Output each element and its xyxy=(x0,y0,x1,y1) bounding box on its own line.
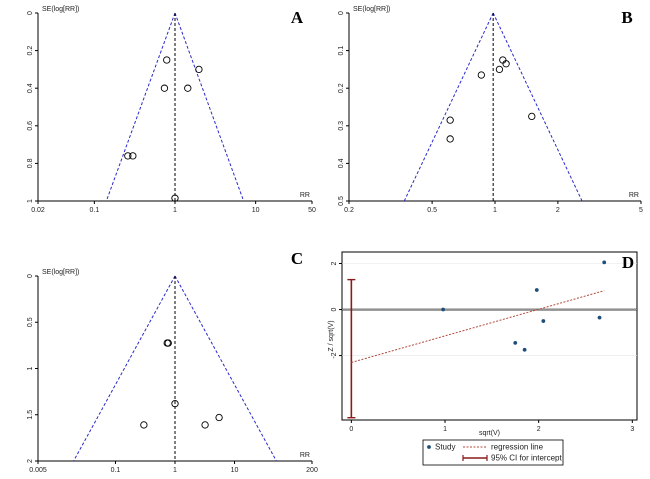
funnel-left-limit xyxy=(73,275,176,462)
y-tick-label: 2 xyxy=(331,261,338,265)
study-marker xyxy=(129,152,137,160)
x-tick-label: 10 xyxy=(231,467,239,474)
panel-letter: C xyxy=(291,249,303,268)
x-axis-title: RR xyxy=(300,192,310,199)
study-marker xyxy=(171,194,179,202)
funnel-left-limit xyxy=(403,12,494,202)
study-marker xyxy=(124,152,132,160)
y-tick-label: 0.2 xyxy=(27,46,34,56)
x-tick-label: 0.1 xyxy=(111,467,121,474)
funnel-right-limit xyxy=(492,12,583,202)
study-marker xyxy=(201,421,209,429)
funnel-left-limit xyxy=(105,12,176,202)
study-marker xyxy=(184,84,192,92)
study-marker xyxy=(446,116,454,124)
y-axis-title: SE(log[RR]) xyxy=(353,6,390,13)
y-tick-label: 0 xyxy=(27,11,34,15)
y-tick-label: 0.5 xyxy=(27,317,34,327)
study-point xyxy=(441,307,446,312)
x-tick-label: 0 xyxy=(349,426,353,433)
x-tick-label: 2 xyxy=(537,426,541,433)
y-tick-label: 0.4 xyxy=(27,83,34,93)
study-marker xyxy=(502,60,510,68)
panel-letter: B xyxy=(621,8,632,27)
panel-c: 0 0.5 1 1.5 2 0.005 0.1 1 10 200 SE(log[RR]) RR C xyxy=(27,249,318,474)
x-tick-label: 1 xyxy=(493,207,497,214)
study-point xyxy=(541,319,546,323)
study-marker xyxy=(160,84,169,92)
y-tick-label: 0.8 xyxy=(27,158,34,168)
panel-letter: D xyxy=(622,253,634,272)
study-marker xyxy=(163,56,171,64)
y-tick-label: 0.4 xyxy=(338,158,345,168)
y-tick-label: 2 xyxy=(27,459,34,463)
panel-letter: A xyxy=(291,8,304,27)
x-tick-label: 0.1 xyxy=(89,207,99,214)
x-tick-label: 200 xyxy=(306,467,318,474)
y-tick-label: 0.6 xyxy=(27,121,34,131)
x-tick-label: 0.5 xyxy=(427,207,437,214)
x-tick-label: 1 xyxy=(443,426,447,433)
study-point xyxy=(602,260,607,265)
funnel-right-limit xyxy=(174,12,245,202)
x-tick-label: 10 xyxy=(252,207,260,214)
y-axis-title: Z / sqrt(V) xyxy=(328,320,335,351)
x-tick-label: 0.005 xyxy=(29,467,47,474)
y-tick-label: 0.2 xyxy=(338,83,345,93)
legend-ci-label: 95% CI for intercept xyxy=(491,454,562,463)
study-marker xyxy=(477,71,485,79)
x-axis-title: sqrt(V) xyxy=(479,430,500,437)
y-tick-label: 0.3 xyxy=(338,121,345,131)
study-marker xyxy=(164,339,172,347)
legend-regression-label: regression line xyxy=(491,443,544,452)
y-tick-label: 0.5 xyxy=(338,196,345,206)
y-tick-label: 0.1 xyxy=(338,46,345,56)
study-marker xyxy=(215,413,223,422)
x-tick-label: 0.02 xyxy=(31,207,45,214)
y-tick-label: 1 xyxy=(27,366,34,370)
x-tick-label: 3 xyxy=(630,426,634,433)
y-axis-title: SE(log[RR]) xyxy=(42,6,79,13)
x-axis-title: RR xyxy=(300,452,310,459)
y-tick-label: 1.5 xyxy=(27,410,34,420)
panel-b: 00.10.20.30.40.50.2 0.5 1 2 5SE(log[RR])RRB xyxy=(338,6,643,214)
study-marker xyxy=(495,65,504,74)
y-tick-label: 1 xyxy=(27,199,34,203)
study-marker xyxy=(195,65,203,74)
x-axis-title: RR xyxy=(629,192,639,199)
x-tick-label: 1 xyxy=(173,207,177,214)
y-tick-label: 0 xyxy=(331,307,338,311)
study-marker xyxy=(528,112,536,121)
plot-frame xyxy=(341,251,638,421)
study-point xyxy=(597,315,602,320)
funnel-right-limit xyxy=(174,275,277,462)
x-tick-label: 5 xyxy=(639,207,643,214)
y-tick-label: 0 xyxy=(338,11,345,15)
legend-study-label: Study xyxy=(435,443,455,452)
study-marker xyxy=(140,421,148,429)
study-marker xyxy=(446,135,454,143)
study-point xyxy=(522,347,527,352)
y-tick-label: -2 xyxy=(331,352,338,358)
x-tick-label: 1 xyxy=(173,467,177,474)
study-marker xyxy=(171,399,179,408)
panel-d: 2 0 -2 0 1 2 3 sqrt(V) Z / sqrt(V) Study regressio… xyxy=(328,251,638,466)
legend-box xyxy=(422,439,564,466)
legend-study-key xyxy=(427,445,431,449)
regression-line xyxy=(351,290,605,363)
panel-a: 0 0.2 0.4 0.6 0.8 1 0.02 0.1 1 10 50 SE(log[RR]) RR A xyxy=(27,6,316,214)
y-axis-title: SE(log[RR]) xyxy=(42,269,79,276)
x-tick-label: 50 xyxy=(308,207,316,214)
x-tick-label: 2 xyxy=(556,207,560,214)
study-point xyxy=(513,341,518,345)
x-tick-label: 0.2 xyxy=(344,207,354,214)
y-tick-label: 0 xyxy=(27,274,34,278)
study-point xyxy=(534,288,539,292)
